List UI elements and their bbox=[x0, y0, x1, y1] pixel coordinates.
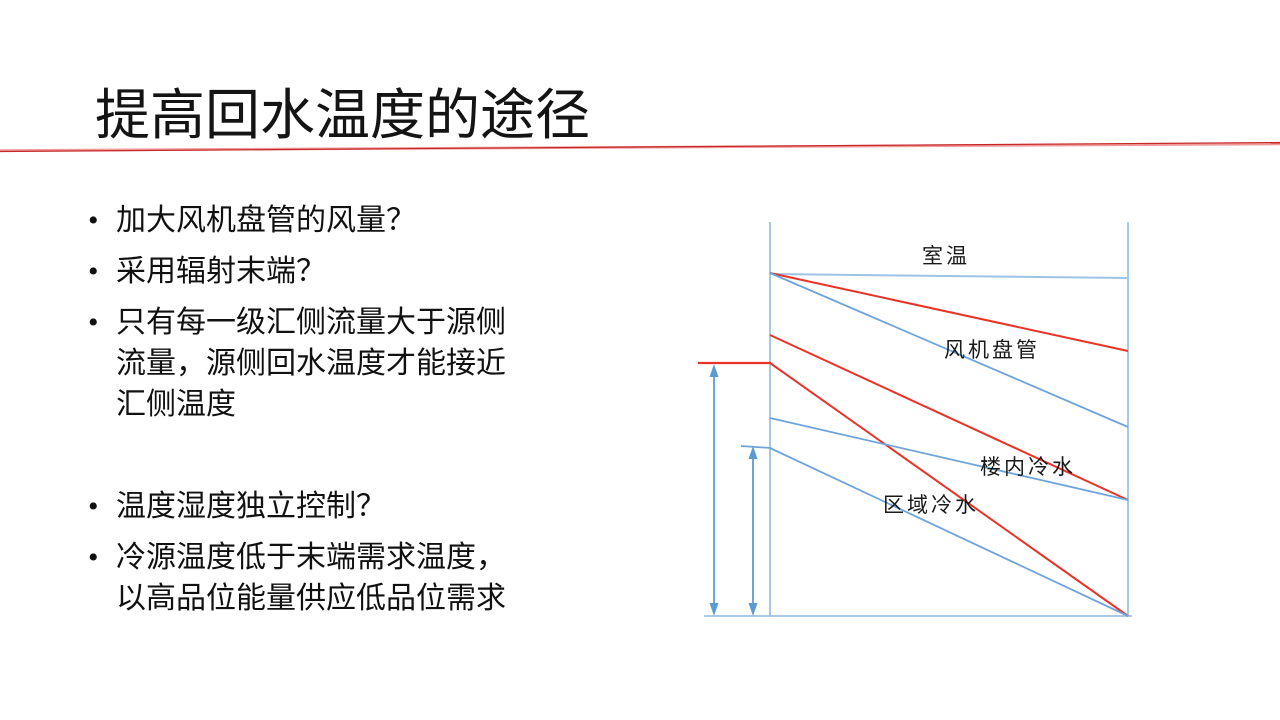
diagram-label-fan-coil: 风机盘管 bbox=[944, 338, 1040, 362]
arrow-a-bottom-head bbox=[709, 603, 719, 616]
diagram-label-district-chilled-water: 区域冷水 bbox=[883, 493, 979, 517]
bullet-text-line: 温度湿度独立控制？ bbox=[116, 490, 386, 523]
arrow-b-top-head bbox=[748, 446, 758, 459]
bullet-text-line: 只有每一级汇侧流量大于源侧 bbox=[116, 306, 506, 339]
bullet-item: • 只有每一级汇侧流量大于源侧 流量，源侧回水温度才能接近 汇侧温度 bbox=[88, 302, 633, 425]
bullet-text: 温度湿度独立控制？ bbox=[116, 486, 633, 527]
arrow-b-bottom-head bbox=[748, 603, 758, 616]
district-red-line bbox=[769, 362, 1129, 617]
bullet-marker: • bbox=[88, 490, 99, 523]
bullet-text-line: 冷源温度低于末端需求温度， bbox=[116, 541, 506, 574]
bullet-item: • 加大风机盘管的风量？ bbox=[88, 200, 633, 241]
bullet-marker: • bbox=[88, 204, 99, 237]
bullet-item: • 温度湿度独立控制？ bbox=[88, 486, 633, 527]
bullet-text-line: 加大风机盘管的风量？ bbox=[116, 204, 416, 237]
bullet-text: 冷源温度低于末端需求温度， 以高品位能量供应低品位需求 bbox=[116, 537, 633, 619]
bullet-marker: • bbox=[88, 255, 99, 288]
room-temp-line bbox=[769, 273, 1129, 279]
diagram-label-room-temp: 室温 bbox=[922, 244, 970, 268]
bullet-marker: • bbox=[88, 306, 99, 339]
slide-title: 提高回水温度的途径 bbox=[95, 85, 591, 146]
bullet-text: 只有每一级汇侧流量大于源侧 流量，源侧回水温度才能接近 汇侧温度 bbox=[116, 302, 633, 425]
bullet-marker: • bbox=[88, 541, 99, 574]
diagram-label-building-chilled-water: 楼内冷水 bbox=[980, 455, 1076, 479]
bullet-list: • 加大风机盘管的风量？ • 采用辐射末端？ • 只有每一级汇侧流量大于源侧 流… bbox=[88, 200, 633, 629]
bullet-text: 采用辐射末端？ bbox=[116, 251, 633, 292]
blue-stub-line bbox=[740, 445, 772, 449]
bullet-text-line: 流量，源侧回水温度才能接近 bbox=[116, 347, 506, 380]
bullet-text-line: 汇侧温度 bbox=[116, 388, 236, 421]
arrow-a-top-head bbox=[709, 364, 719, 377]
bullet-text-line: 采用辐射末端？ bbox=[116, 255, 326, 288]
bullet-item: • 冷源温度低于末端需求温度， 以高品位能量供应低品位需求 bbox=[88, 537, 633, 619]
bullet-text-line: 以高品位能量供应低品位需求 bbox=[116, 582, 506, 615]
bullet-text: 加大风机盘管的风量？ bbox=[116, 200, 633, 241]
bullet-item: • 采用辐射末端？ bbox=[88, 251, 633, 292]
